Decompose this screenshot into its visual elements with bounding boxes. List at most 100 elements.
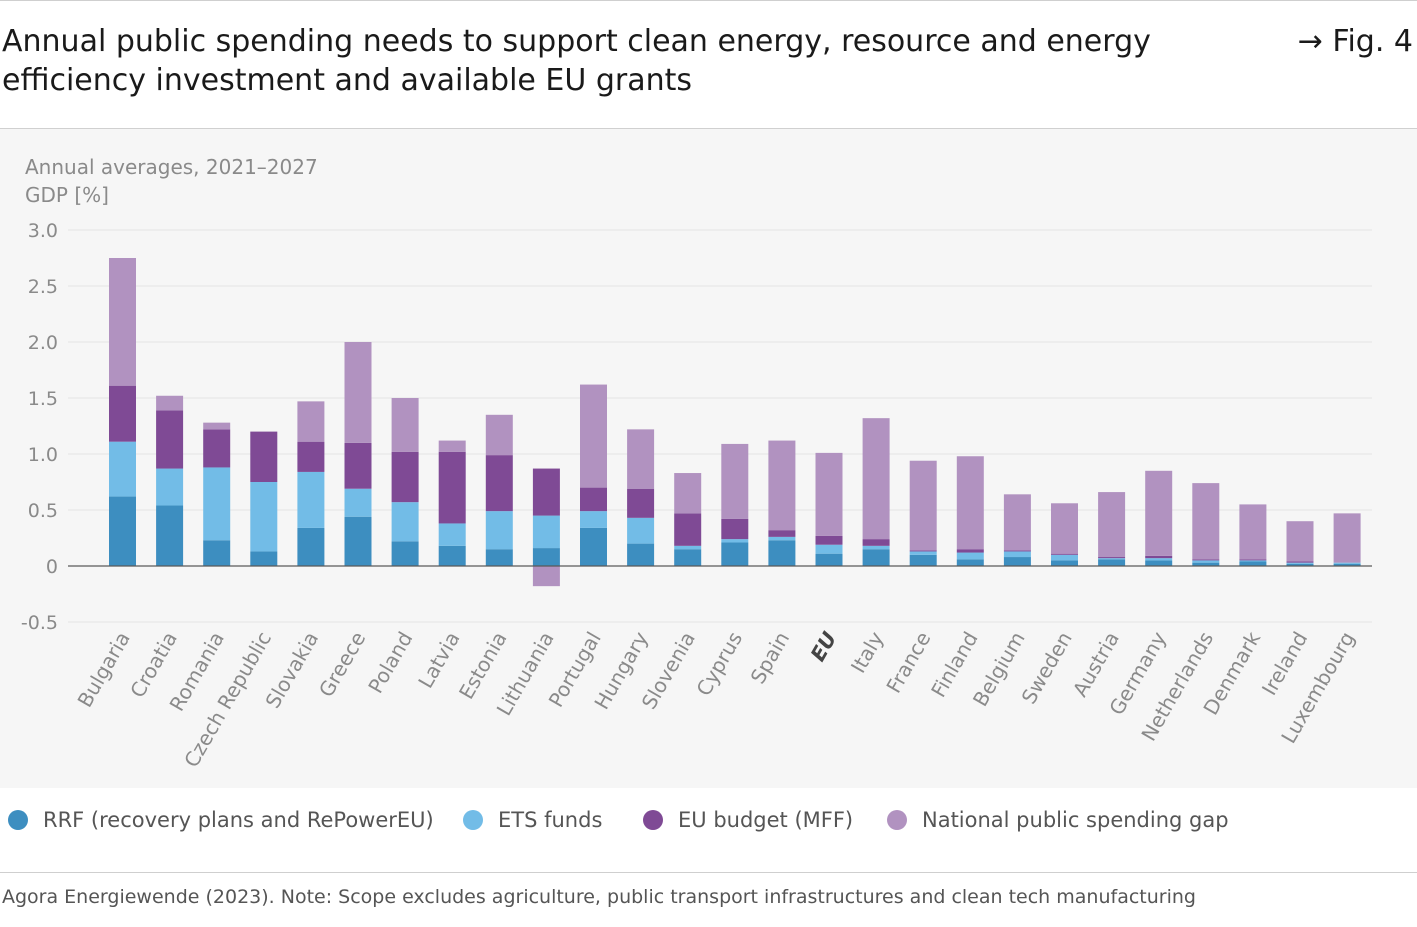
bar-segment-ets [1192,560,1220,563]
bar-segment-mff [485,455,513,512]
bar-segment-rrf [203,540,231,566]
bar-segment-rrf [250,551,278,566]
bar-segment-mff [532,468,560,516]
bar-segment-mff [768,530,796,537]
bar-segment-ets [1286,562,1314,564]
bar-segment-rrf [1333,563,1361,566]
bar-segment-ets [768,536,796,541]
bar-segment-national-gap [862,418,890,540]
legend-item-mff: EU budget (MFF) [643,808,853,832]
x-tick-label: Bulgaria [73,628,135,712]
bar-segment-mff [1192,559,1220,561]
bar-segment-ets [1239,560,1267,562]
bar-segment-rrf [721,542,749,566]
bar-segment-rrf [344,516,372,566]
bar-segment-mff [721,518,749,540]
y-axis-label: GDP [%] [25,183,109,207]
bar-segment-rrf [862,549,890,566]
bar-segment-ets [1333,562,1361,564]
bar-segment-mff [391,451,419,503]
bar-segment-ets [1098,558,1126,560]
bar-segment-ets [109,441,136,497]
bar-segment-national-gap [203,422,231,430]
legend-label-national-gap: National public spending gap [922,808,1229,832]
bar-segment-rrf [438,545,466,566]
bar-segment-mff [1003,550,1031,552]
bar-segment-national-gap [909,460,937,551]
bar-segment-mff [344,442,372,489]
bar-segment-national-gap [815,452,843,536]
bar-segment-mff [1286,561,1314,563]
bar-segment-rrf [627,543,655,566]
bar-segment-national-gap [1098,492,1126,558]
bar-segment-rrf [485,549,513,566]
y-tick-label: 1.5 [28,388,58,410]
y-tick-label: 2.0 [28,332,58,354]
stacked-bar-chart: Annual averages, 2021–2027 GDP [%] 3.0 2.… [21,155,1372,771]
bar-segment-national-gap [1192,483,1220,560]
bar-segment-national-gap [344,342,372,443]
bar-segment-national-gap [627,429,655,489]
y-tick-label: 0 [46,556,58,578]
legend-item-national-gap: National public spending gap [887,808,1229,832]
bar-segment-national-gap [1051,503,1078,554]
chart-subtitle: Annual averages, 2021–2027 [25,155,318,179]
bottom-rule [0,872,1417,873]
bar-segment-national-gap [391,398,419,452]
bar-segment-rrf [815,553,843,566]
bar-segment-mff [909,550,937,552]
bar-segment-ets [956,552,984,560]
bar-segment-ets [721,539,749,543]
bar-segment-national-gap [768,440,796,531]
bar-segment-mff [438,451,466,524]
chart-legend: RRF (recovery plans and RePowerEU) ETS f… [0,808,1417,850]
bar-segment-national-gap [485,414,513,456]
bar-segment-national-gap [297,401,325,442]
bar-segment-mff [815,535,843,545]
bar-segment-mff [297,441,325,472]
x-tick-label: EU [806,628,842,666]
bar-segment-ets [297,471,325,528]
legend-item-rrf: RRF (recovery plans and RePowerEU) [8,808,434,832]
bar-segment-rrf [1098,559,1126,566]
bar-segment-mff [109,385,136,442]
bar-segment-rrf [580,527,607,566]
x-tick-label: Poland [363,628,417,698]
bar-segment-national-gap [956,456,984,550]
bar-segment-rrf [297,527,325,566]
bar-segment-rrf [956,559,984,566]
bar-segment-rrf [674,549,702,566]
bar-segment-national-gap [1286,521,1314,562]
bar-segment-ets [438,523,466,546]
legend-item-ets: ETS funds [463,808,602,832]
figure-reference: → Fig. 4 [1297,24,1413,59]
x-tick-label: Spain [746,628,795,688]
chart-panel: Annual averages, 2021–2027 GDP [%] 3.0 2.… [0,128,1417,788]
bar-segment-rrf [1286,563,1314,566]
bar-segment-mff [580,487,607,512]
legend-label-mff: EU budget (MFF) [678,808,854,832]
x-tick-label: Latvia [413,628,464,693]
bar-segment-national-gap [1003,494,1031,551]
bar-segment-national-gap [438,440,466,452]
legend-swatch-mff [643,810,663,830]
bar-segment-ets [344,488,372,517]
y-tick-label: 0.5 [28,500,58,522]
bar-segment-national-gap [674,473,702,514]
bar-segment-rrf [1145,560,1173,566]
bars [109,258,1361,587]
bar-segment-ets [1145,558,1173,561]
bar-segment-ets [532,515,560,549]
bar-segment-national-gap [1239,504,1267,560]
bar-segment-rrf [391,541,419,566]
legend-swatch-national-gap [887,810,907,830]
bar-segment-mff [203,429,231,468]
bar-segment-ets [485,511,513,550]
bar-segment-national-gap [156,395,184,411]
top-rule [0,0,1417,1]
bar-segment-ets [815,544,843,554]
bar-segment-rrf [156,505,184,566]
bar-segment-national-gap [721,443,749,519]
bar-segment-rrf [1192,562,1220,566]
